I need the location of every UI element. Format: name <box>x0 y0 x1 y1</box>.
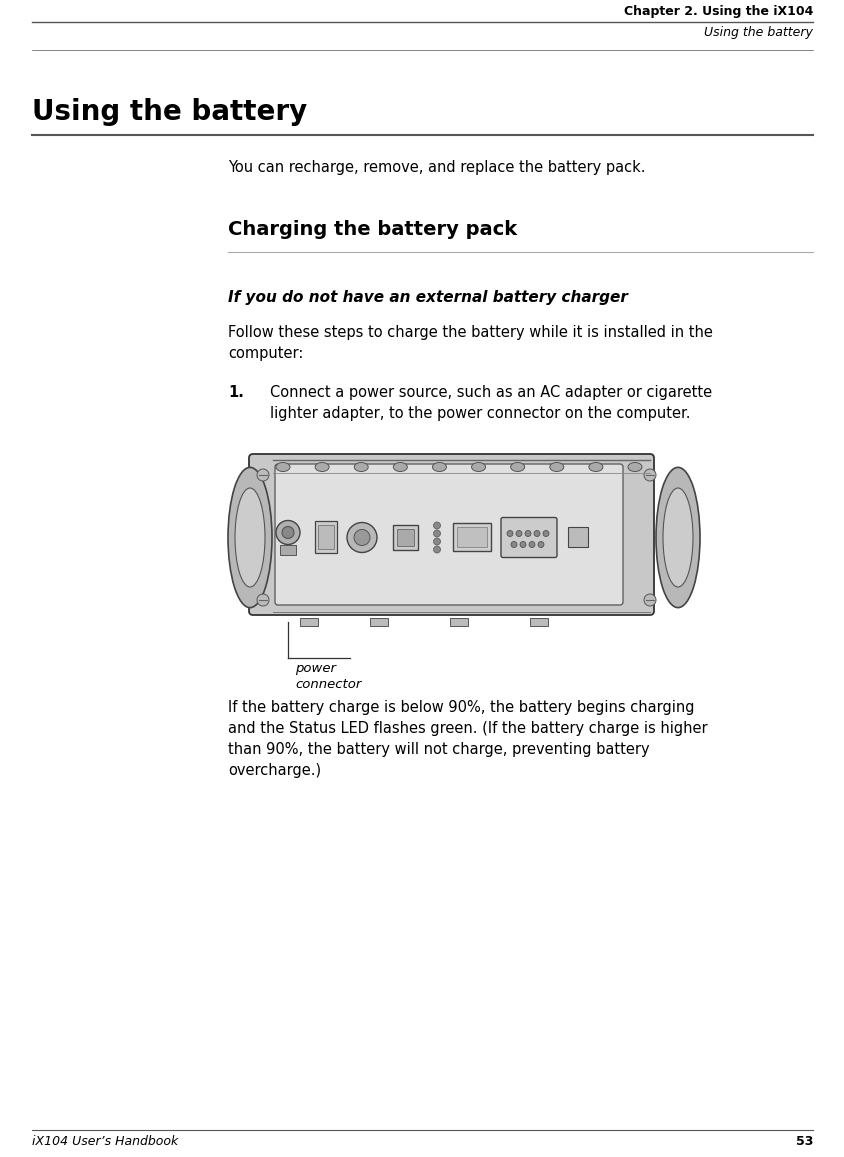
Ellipse shape <box>549 463 563 472</box>
Bar <box>397 529 414 546</box>
Circle shape <box>257 469 268 481</box>
Circle shape <box>643 469 655 481</box>
Ellipse shape <box>228 467 272 607</box>
Bar <box>300 618 317 626</box>
Ellipse shape <box>588 463 602 472</box>
Text: power
connector: power connector <box>295 662 361 691</box>
Ellipse shape <box>627 463 641 472</box>
Circle shape <box>347 523 376 553</box>
Circle shape <box>354 530 370 545</box>
Ellipse shape <box>510 463 524 472</box>
Bar <box>317 525 333 550</box>
Text: Connect a power source, such as an AC adapter or cigarette
lighter adapter, to t: Connect a power source, such as an AC ad… <box>270 385 711 421</box>
Circle shape <box>257 594 268 606</box>
Text: You can recharge, remove, and replace the battery pack.: You can recharge, remove, and replace th… <box>228 160 645 175</box>
Bar <box>529 618 548 626</box>
Circle shape <box>433 546 440 553</box>
Bar <box>279 545 295 555</box>
Text: 1.: 1. <box>228 385 244 400</box>
Ellipse shape <box>235 488 265 587</box>
Text: Follow these steps to charge the battery while it is installed in the
computer:: Follow these steps to charge the battery… <box>228 325 712 361</box>
Circle shape <box>511 541 517 547</box>
Circle shape <box>519 541 525 547</box>
Ellipse shape <box>392 463 407 472</box>
Text: Using the battery: Using the battery <box>32 98 307 126</box>
Bar <box>370 618 387 626</box>
Ellipse shape <box>655 467 699 607</box>
Circle shape <box>433 522 440 529</box>
Circle shape <box>506 531 512 537</box>
Ellipse shape <box>432 463 446 472</box>
Bar <box>567 528 587 547</box>
Circle shape <box>533 531 539 537</box>
Text: Chapter 2. Using the iX104: Chapter 2. Using the iX104 <box>623 5 812 19</box>
FancyBboxPatch shape <box>249 454 653 616</box>
FancyBboxPatch shape <box>500 517 556 558</box>
Circle shape <box>433 538 440 545</box>
Text: If you do not have an external battery charger: If you do not have an external battery c… <box>228 290 627 305</box>
Circle shape <box>516 531 522 537</box>
FancyBboxPatch shape <box>274 464 622 605</box>
Text: 53: 53 <box>794 1135 812 1148</box>
Bar <box>457 528 486 547</box>
Ellipse shape <box>354 463 368 472</box>
Circle shape <box>433 530 440 537</box>
Ellipse shape <box>663 488 692 587</box>
Bar <box>392 525 418 550</box>
Ellipse shape <box>315 463 328 472</box>
Bar <box>450 618 468 626</box>
Circle shape <box>282 526 294 538</box>
Circle shape <box>543 531 549 537</box>
Circle shape <box>538 541 544 547</box>
Ellipse shape <box>471 463 485 472</box>
Circle shape <box>276 521 300 545</box>
Text: Charging the battery pack: Charging the battery pack <box>228 220 517 239</box>
Ellipse shape <box>276 463 289 472</box>
Bar <box>315 522 337 553</box>
Circle shape <box>528 541 534 547</box>
Bar <box>452 523 490 552</box>
Circle shape <box>524 531 530 537</box>
Text: iX104 User’s Handbook: iX104 User’s Handbook <box>32 1135 178 1148</box>
Text: If the battery charge is below 90%, the battery begins charging
and the Status L: If the battery charge is below 90%, the … <box>228 700 707 778</box>
Circle shape <box>643 594 655 606</box>
Text: Using the battery: Using the battery <box>703 25 812 39</box>
